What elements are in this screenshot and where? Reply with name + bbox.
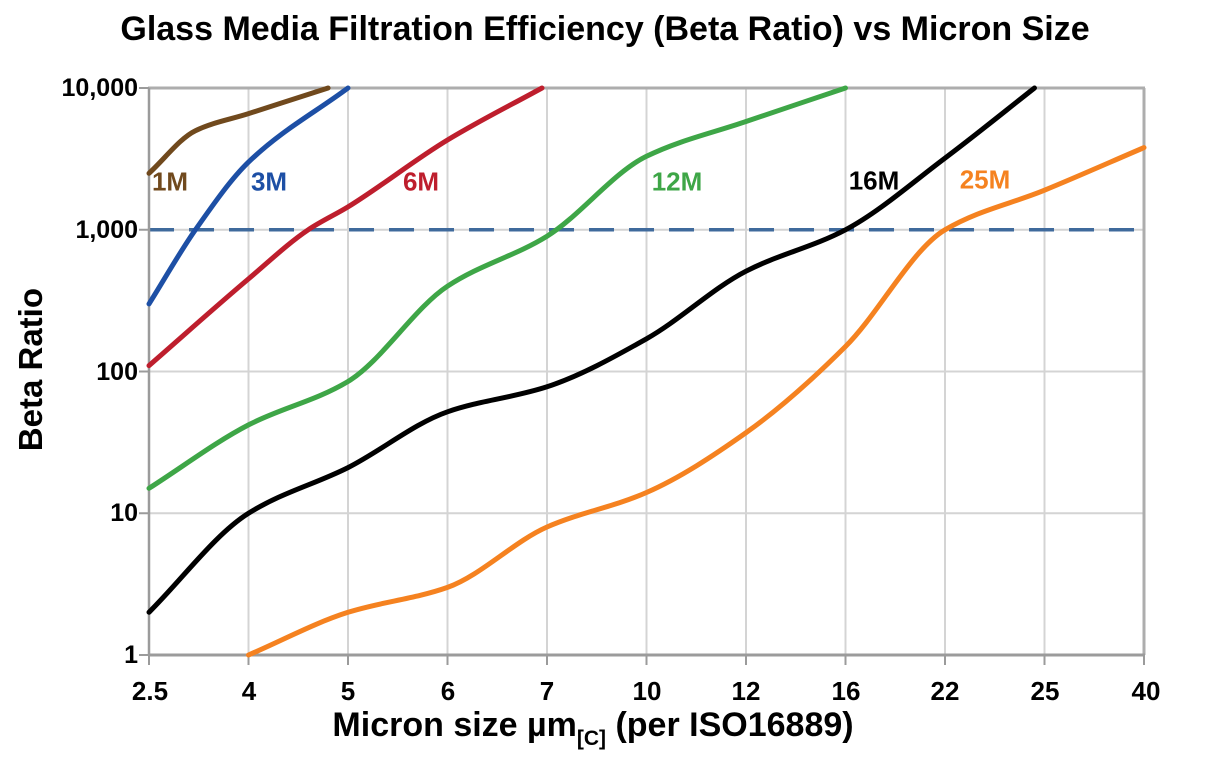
- x-tick-label: 6: [440, 676, 456, 706]
- x-axis-title-subscript: [C]: [576, 727, 607, 750]
- chart-title: Glass Media Filtration Efficiency (Beta …: [120, 10, 1090, 48]
- x-axis-title-suffix: (per ISO16889): [606, 706, 854, 744]
- series-label-12m: 12M: [651, 166, 703, 197]
- y-tick-label: 10,000: [61, 74, 138, 102]
- x-tick-label: 16: [831, 676, 861, 706]
- axis-ticks: [139, 87, 1145, 665]
- series-label-16m: 16M: [848, 165, 900, 196]
- series-curve-16M: [146, 85, 1037, 615]
- series-label-3m: 3M: [250, 166, 288, 197]
- y-tick-label: 1: [124, 641, 138, 669]
- x-tick-label: 7: [539, 676, 555, 706]
- y-tick-label: 10: [110, 499, 138, 527]
- series-curve-6M: [146, 85, 545, 369]
- x-tick-label: 10: [632, 676, 662, 706]
- y-tick-label: 100: [96, 358, 138, 386]
- series-curve-25M: [246, 145, 1147, 658]
- x-tick-label: 4: [241, 676, 257, 706]
- y-axis-title-text: Beta Ratio: [12, 288, 49, 452]
- y-axis-title: Beta Ratio: [8, 230, 54, 510]
- x-tick-label: 2.5: [131, 676, 169, 706]
- series-curve-1M: [146, 85, 331, 176]
- series-label-25m: 25M: [959, 164, 1011, 195]
- x-tick-label: 22: [930, 676, 960, 706]
- series-curve-12M: [146, 85, 848, 491]
- x-axis-title-main: Micron size µm: [332, 706, 577, 744]
- x-tick-label: 40: [1131, 676, 1161, 706]
- x-tick-label: 5: [340, 676, 356, 706]
- series-curve-3M: [146, 85, 351, 307]
- x-tick-label: 25: [1030, 676, 1060, 706]
- series-label-1m: 1M: [151, 166, 189, 197]
- y-tick-label: 1,000: [75, 216, 138, 244]
- x-axis-title: Micron size µm[C] (per ISO16889): [332, 706, 854, 750]
- x-tick-label: 12: [731, 676, 761, 706]
- series-label-6m: 6M: [402, 166, 440, 197]
